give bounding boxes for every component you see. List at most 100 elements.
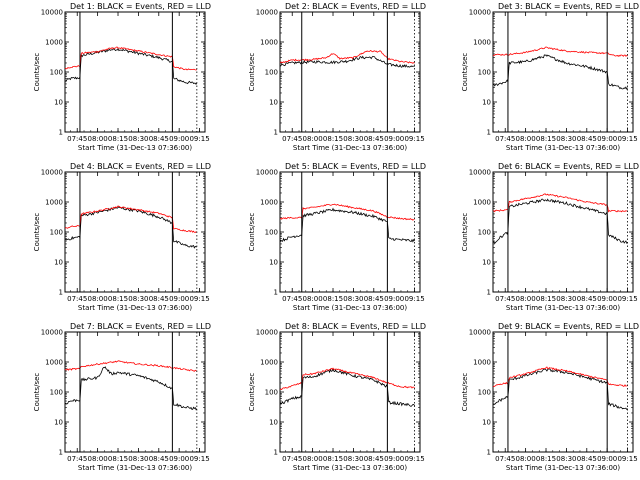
series-line-events — [279, 55, 415, 68]
panel-title: Det 3: BLACK = Events, RED = LLD — [498, 2, 639, 11]
panel-title: Det 8: BLACK = Events, RED = LLD — [285, 322, 426, 331]
x-tick-label: 09:15 — [404, 135, 424, 143]
x-tick-label: 08:00 — [516, 455, 536, 463]
panel-title: Det 5: BLACK = Events, RED = LLD — [285, 162, 426, 171]
x-tick-label: 08:45 — [577, 455, 597, 463]
x-tick-label: 09:00 — [597, 135, 617, 143]
x-tick-label: 08:45 — [577, 295, 597, 303]
panel-det-4: Det 4: BLACK = Events, RED = LLD 1 10 100 10… — [33, 162, 211, 312]
y-tick-label: 1000 — [45, 199, 63, 207]
x-tick-label: 09:15 — [189, 455, 209, 463]
series-line-events — [279, 367, 415, 407]
x-tick-label: 09:15 — [617, 455, 637, 463]
series-line-lld — [279, 50, 415, 64]
x-tick-label: 07:45 — [67, 135, 87, 143]
x-tick-label: 08:15 — [323, 135, 343, 143]
x-tick-label: 08:45 — [364, 295, 384, 303]
y-tick-label: 100 — [478, 69, 491, 77]
x-axis-label: Start Time (31-Dec-13 07:36:00) — [506, 464, 620, 472]
plot-frame — [279, 331, 421, 453]
y-axis-label: Counts/sec — [461, 53, 469, 92]
y-tick-label: 1000 — [260, 39, 278, 47]
panel-det-1: Det 1: BLACK = Events, RED = LLD 1 10 100 10… — [33, 2, 211, 152]
y-tick-label: 10 — [269, 419, 278, 427]
plot-frame — [64, 11, 206, 133]
y-tick-label: 10000 — [256, 329, 278, 337]
x-tick-label: 09:15 — [189, 295, 209, 303]
x-tick-label: 09:15 — [404, 295, 424, 303]
panel-title: Det 6: BLACK = Events, RED = LLD — [498, 162, 639, 171]
y-tick-label: 1000 — [473, 359, 491, 367]
plot-frame — [492, 11, 634, 133]
x-tick-label: 09:15 — [189, 135, 209, 143]
y-tick-label: 10000 — [41, 9, 63, 17]
y-tick-label: 100 — [50, 389, 63, 397]
x-tick-label: 07:45 — [495, 455, 515, 463]
y-axis-label: Counts/sec — [33, 213, 41, 252]
plot-frame — [492, 171, 634, 293]
y-tick-label: 10 — [54, 419, 63, 427]
x-tick-label: 09:15 — [617, 135, 637, 143]
series-line-events — [279, 207, 415, 243]
y-axis-label: Counts/sec — [461, 213, 469, 252]
panel-det-3: Det 3: BLACK = Events, RED = LLD 1 10 100 10… — [461, 2, 639, 152]
y-tick-label: 10000 — [41, 169, 63, 177]
y-tick-label: 1 — [59, 129, 63, 137]
y-tick-label: 10000 — [469, 169, 491, 177]
x-tick-label: 09:00 — [597, 455, 617, 463]
y-axis-label: Counts/sec — [248, 213, 256, 252]
x-tick-label: 07:45 — [67, 295, 87, 303]
x-tick-label: 09:00 — [384, 135, 404, 143]
panel-title: Det 7: BLACK = Events, RED = LLD — [70, 322, 211, 331]
y-tick-label: 10000 — [256, 169, 278, 177]
y-tick-label: 10 — [482, 259, 491, 267]
x-axis-label: Start Time (31-Dec-13 07:36:00) — [293, 144, 407, 152]
plot-frame — [64, 171, 206, 293]
x-tick-label: 09:00 — [597, 295, 617, 303]
x-tick-label: 08:45 — [149, 295, 169, 303]
panel-det-5: Det 5: BLACK = Events, RED = LLD 1 10 100 10… — [248, 162, 426, 312]
y-axis-label: Counts/sec — [461, 373, 469, 412]
x-tick-label: 08:00 — [516, 295, 536, 303]
x-tick-label: 08:15 — [323, 295, 343, 303]
y-tick-label: 100 — [50, 229, 63, 237]
y-tick-label: 10 — [269, 99, 278, 107]
y-tick-label: 1 — [274, 129, 278, 137]
x-tick-label: 07:45 — [495, 295, 515, 303]
y-tick-label: 1000 — [45, 39, 63, 47]
y-tick-label: 10 — [482, 419, 491, 427]
x-axis-label: Start Time (31-Dec-13 07:36:00) — [506, 144, 620, 152]
y-axis-label: Counts/sec — [248, 53, 256, 92]
x-tick-label: 08:00 — [516, 135, 536, 143]
x-tick-label: 08:00 — [88, 295, 108, 303]
series-line-lld — [493, 46, 628, 58]
x-tick-label: 08:45 — [577, 135, 597, 143]
panel-det-7: Det 7: BLACK = Events, RED = LLD 1 10 100 10… — [33, 322, 211, 472]
y-tick-label: 1 — [274, 449, 278, 457]
x-tick-label: 08:30 — [556, 135, 576, 143]
series-line-lld — [279, 367, 415, 391]
x-tick-label: 09:00 — [384, 295, 404, 303]
x-tick-label: 08:15 — [536, 455, 556, 463]
y-tick-label: 10000 — [41, 329, 63, 337]
series-line-lld — [492, 193, 628, 213]
x-tick-label: 08:00 — [303, 295, 323, 303]
x-tick-label: 08:30 — [128, 455, 148, 463]
panel-title: Det 1: BLACK = Events, RED = LLD — [70, 2, 211, 11]
series-line-events — [492, 368, 628, 411]
y-tick-label: 10000 — [469, 9, 491, 17]
series-line-lld — [279, 203, 415, 221]
y-tick-label: 1 — [59, 449, 63, 457]
series-line-events — [64, 47, 198, 85]
y-tick-label: 100 — [265, 389, 278, 397]
series-line-lld — [64, 360, 197, 372]
x-tick-label: 08:30 — [343, 135, 363, 143]
series-line-lld — [64, 205, 197, 233]
panel-det-2: Det 2: BLACK = Events, RED = LLD 1 10 100 10… — [248, 2, 426, 152]
x-tick-label: 08:15 — [108, 455, 128, 463]
x-tick-label: 08:15 — [108, 295, 128, 303]
x-tick-label: 09:00 — [169, 455, 189, 463]
y-tick-label: 1000 — [260, 199, 278, 207]
x-tick-label: 08:45 — [149, 135, 169, 143]
